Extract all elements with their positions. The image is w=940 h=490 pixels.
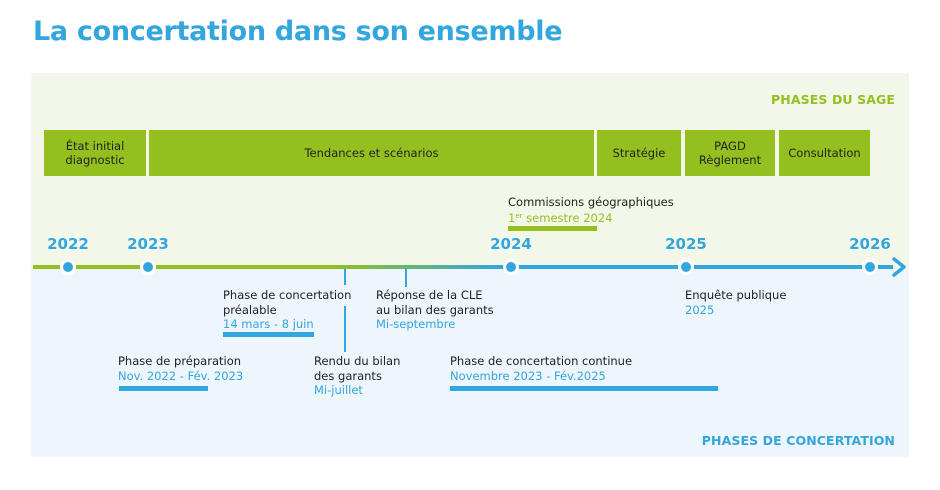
event-rendu-bilan: Rendu du bilan des garants Mi-juillet (314, 354, 400, 398)
commissions-bar (508, 226, 597, 231)
phase-pagd-reglement: PAGD Règlement (685, 130, 775, 176)
event-title: Rendu du bilan (314, 354, 401, 368)
event-reponse-cle: Réponse de la CLE au bilan des garants M… (376, 288, 494, 332)
phase-label: État initial (65, 139, 125, 153)
concertation-prealable-bar (223, 332, 314, 337)
event-title: Phase de préparation (118, 354, 242, 368)
phase-label: PAGD (714, 139, 746, 153)
year-label: 2026 (849, 235, 891, 253)
year-label: 2023 (127, 235, 169, 253)
event-date: Mi-juillet (314, 383, 363, 397)
phase-strategie: Stratégie (597, 130, 681, 176)
phase-tendances: Tendances et scénarios (149, 130, 594, 176)
event-title: Phase de concertation continue (450, 354, 633, 368)
commissions-date: 1er semestre 2024 (508, 209, 613, 226)
concertation-phases-label: PHASES DE CONCERTATION (701, 433, 895, 448)
event-title: au bilan des garants (376, 302, 494, 317)
year-label: 2022 (47, 235, 89, 253)
year-label: 2025 (665, 235, 707, 253)
event-title: préalable (223, 302, 277, 317)
event-date: Nov. 2022 - Fév. 2023 (118, 368, 244, 383)
year-marker-dot (678, 259, 694, 275)
date-part: er (515, 212, 523, 220)
year-marker-dot (140, 259, 156, 275)
arrow-right-icon (892, 257, 906, 277)
event-enquete-publique: Enquête publique 2025 (685, 288, 786, 317)
event-concertation-prealable: Phase de concertation préalable 14 mars … (223, 288, 351, 332)
phase-label: Stratégie (612, 146, 666, 160)
year-marker-dot (503, 259, 519, 275)
phase-label: Règlement (698, 153, 762, 167)
phase-etat-initial: État initial diagnostic (44, 130, 146, 176)
year-label: 2024 (490, 235, 532, 253)
event-date: Novembre 2023 - Fév.2025 (450, 368, 606, 383)
event-title: Phase de concertation (223, 288, 352, 302)
phase-label: Tendances et scénarios (304, 146, 439, 160)
phase-label: Consultation (788, 146, 861, 160)
sage-phases-label: PHASES DU SAGE (771, 92, 895, 107)
connector-line (344, 306, 346, 352)
year-marker-dot (60, 259, 76, 275)
event-title: Enquête publique (685, 288, 787, 302)
concertation-phases-panel (31, 267, 909, 457)
page-title: La concertation dans son ensemble (33, 16, 563, 47)
event-phase-preparation: Phase de préparation Nov. 2022 - Fév. 20… (118, 354, 243, 383)
event-date: 2025 (685, 302, 715, 317)
date-part: semestre 2024 (522, 211, 613, 225)
event-concertation-continue: Phase de concertation continue Novembre … (450, 354, 632, 383)
event-date: 14 mars - 8 juin (223, 317, 314, 331)
event-title: des garants (314, 368, 382, 383)
phase-consultation: Consultation (779, 130, 870, 176)
timeline-green-segment (33, 265, 333, 269)
event-title: Réponse de la CLE (376, 288, 483, 302)
date-part: 1 (508, 211, 516, 225)
phase-preparation-bar (119, 386, 208, 391)
timeline-blue-segment (503, 265, 893, 269)
year-marker-dot (862, 259, 878, 275)
connector-line (405, 269, 407, 287)
concertation-continue-bar (450, 386, 718, 391)
timeline-gradient-segment (333, 265, 503, 269)
phase-label: diagnostic (65, 153, 125, 167)
event-date: Mi-septembre (376, 317, 456, 331)
connector-line (344, 269, 346, 285)
commissions-title: Commissions géographiques (508, 195, 674, 209)
